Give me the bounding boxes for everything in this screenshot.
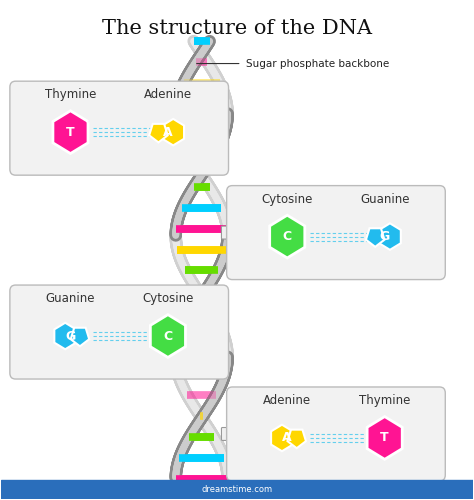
FancyBboxPatch shape	[227, 186, 445, 280]
Polygon shape	[71, 328, 89, 346]
Polygon shape	[270, 215, 305, 258]
Polygon shape	[366, 228, 384, 247]
Polygon shape	[150, 314, 185, 358]
FancyBboxPatch shape	[221, 428, 235, 440]
Polygon shape	[162, 119, 184, 146]
Text: Cytosine: Cytosine	[142, 292, 193, 305]
Text: A: A	[163, 126, 173, 138]
Text: Thymine: Thymine	[359, 394, 410, 407]
FancyBboxPatch shape	[167, 122, 181, 134]
Text: Cytosine: Cytosine	[262, 192, 313, 205]
Text: Guanine: Guanine	[360, 192, 410, 205]
Text: Adenine: Adenine	[144, 88, 192, 101]
Polygon shape	[55, 323, 76, 349]
Text: G: G	[380, 230, 390, 243]
FancyBboxPatch shape	[167, 326, 181, 338]
Text: Thymine: Thymine	[45, 88, 96, 101]
Text: Sugar phosphate backbone: Sugar phosphate backbone	[246, 58, 390, 68]
Text: T: T	[66, 126, 75, 138]
Polygon shape	[53, 111, 88, 154]
Text: dreamstime.com: dreamstime.com	[201, 484, 273, 494]
Polygon shape	[149, 124, 168, 142]
FancyBboxPatch shape	[227, 387, 445, 481]
Polygon shape	[379, 224, 401, 250]
Text: T: T	[380, 432, 389, 444]
Text: C: C	[164, 330, 173, 342]
Text: Guanine: Guanine	[46, 292, 95, 305]
FancyBboxPatch shape	[10, 285, 228, 379]
Text: C: C	[283, 230, 292, 243]
Bar	[1, 480, 473, 498]
Text: G: G	[65, 330, 75, 342]
FancyBboxPatch shape	[221, 226, 235, 239]
Text: Adenine: Adenine	[263, 394, 311, 407]
Polygon shape	[287, 430, 306, 448]
Text: The structure of the DNA: The structure of the DNA	[102, 19, 372, 38]
FancyBboxPatch shape	[10, 81, 228, 175]
Text: A: A	[283, 432, 292, 444]
Polygon shape	[367, 416, 402, 460]
Polygon shape	[271, 424, 293, 451]
